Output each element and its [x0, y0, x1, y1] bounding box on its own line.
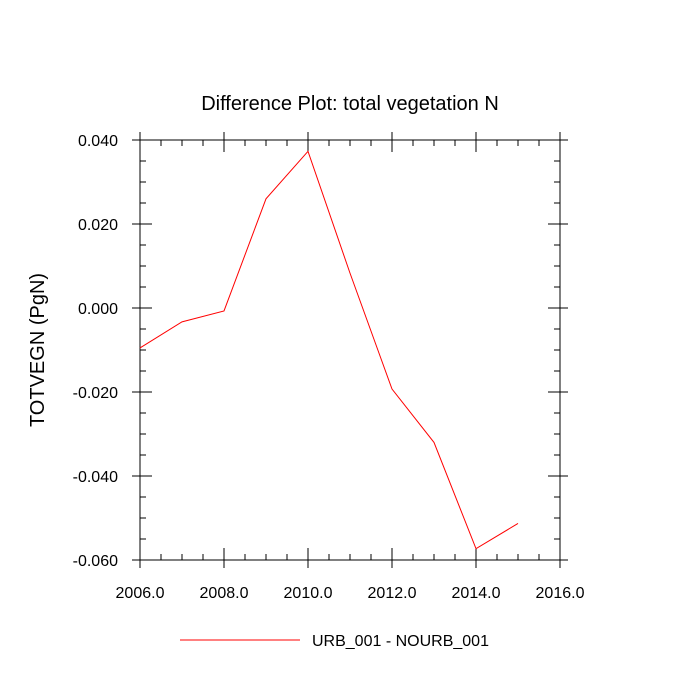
x-tick-label: 2010.0 [284, 585, 333, 602]
y-tick-label: -0.040 [73, 469, 118, 486]
y-axis-label: TOTVEGN (PgN) [27, 273, 49, 427]
x-tick-label: 2008.0 [200, 585, 249, 602]
x-tick-label: 2014.0 [452, 585, 501, 602]
series-line [139, 150, 519, 550]
series-lines [139, 150, 519, 550]
legend: URB_001 - NOURB_001 [180, 633, 489, 650]
chart-title: Difference Plot: total vegetation N [201, 93, 499, 115]
x-tick-labels: 2006.0 2008.0 2010.0 2012.0 2014.0 2016.0 [116, 585, 585, 602]
y-tick-label: 0.040 [78, 133, 118, 150]
x-tick-label: 2012.0 [368, 585, 417, 602]
y-tick-labels: 0.040 0.020 0.000 -0.020 -0.040 -0.060 [73, 133, 118, 570]
plot-frame [139, 139, 561, 561]
major-ticks [132, 132, 568, 568]
y-tick-label: 0.000 [78, 301, 118, 318]
minor-ticks [140, 140, 560, 560]
x-tick-label: 2016.0 [536, 585, 585, 602]
y-tick-label: -0.060 [73, 553, 118, 570]
legend-label: URB_001 - NOURB_001 [312, 633, 489, 650]
x-tick-label: 2006.0 [116, 585, 165, 602]
y-tick-label: -0.020 [73, 385, 118, 402]
y-tick-label: 0.020 [78, 217, 118, 234]
